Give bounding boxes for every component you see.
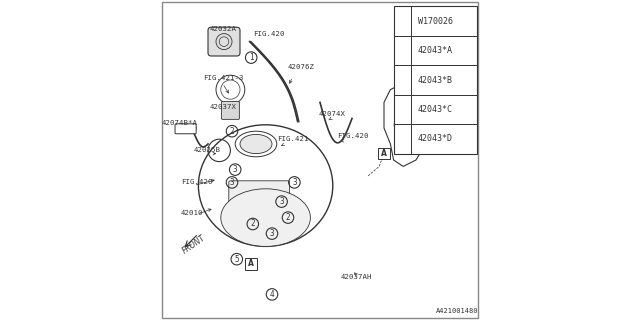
Ellipse shape bbox=[236, 131, 277, 157]
Text: A: A bbox=[248, 260, 254, 268]
Ellipse shape bbox=[240, 134, 272, 154]
Text: 2: 2 bbox=[250, 220, 255, 228]
FancyBboxPatch shape bbox=[229, 181, 290, 210]
Text: FIG.421: FIG.421 bbox=[277, 136, 308, 142]
Text: 3: 3 bbox=[292, 178, 297, 187]
Ellipse shape bbox=[221, 189, 310, 246]
Text: 42043*C: 42043*C bbox=[417, 105, 452, 114]
Text: FIG.421-3: FIG.421-3 bbox=[204, 76, 244, 81]
Text: A421001480: A421001480 bbox=[436, 308, 479, 314]
Text: 42074X: 42074X bbox=[319, 111, 346, 116]
Text: 42037X: 42037X bbox=[210, 104, 237, 110]
Text: 42076Z: 42076Z bbox=[288, 64, 315, 70]
Text: 42043*A: 42043*A bbox=[417, 46, 452, 55]
Text: 4: 4 bbox=[400, 107, 404, 112]
Text: 42010: 42010 bbox=[181, 210, 204, 216]
Ellipse shape bbox=[198, 125, 333, 246]
Text: 4: 4 bbox=[269, 290, 275, 299]
Text: 3: 3 bbox=[233, 165, 237, 174]
Text: FIG.420: FIG.420 bbox=[181, 180, 212, 185]
Text: 42037AH: 42037AH bbox=[340, 274, 372, 280]
Text: FIG.420: FIG.420 bbox=[253, 31, 284, 36]
FancyBboxPatch shape bbox=[208, 27, 240, 56]
Text: 2: 2 bbox=[400, 48, 404, 53]
Text: 2: 2 bbox=[230, 127, 234, 136]
Text: 42054: 42054 bbox=[426, 79, 448, 84]
Text: 3: 3 bbox=[279, 197, 284, 206]
FancyBboxPatch shape bbox=[175, 124, 196, 134]
FancyBboxPatch shape bbox=[246, 258, 257, 270]
FancyBboxPatch shape bbox=[394, 6, 477, 154]
Text: 3: 3 bbox=[230, 178, 234, 187]
Text: 1: 1 bbox=[400, 18, 404, 24]
Text: 42074B*A: 42074B*A bbox=[161, 120, 198, 126]
Text: 1: 1 bbox=[249, 53, 253, 62]
FancyBboxPatch shape bbox=[221, 101, 239, 119]
Text: 5: 5 bbox=[400, 136, 404, 142]
Text: A: A bbox=[381, 149, 387, 158]
Text: 1: 1 bbox=[403, 101, 407, 110]
Text: 42043*B: 42043*B bbox=[417, 76, 452, 84]
Text: FIG.420: FIG.420 bbox=[338, 133, 369, 139]
Text: 42043*D: 42043*D bbox=[417, 134, 452, 143]
Text: 3: 3 bbox=[400, 77, 404, 83]
Text: 5: 5 bbox=[234, 255, 239, 264]
Text: W170026: W170026 bbox=[417, 17, 452, 26]
FancyBboxPatch shape bbox=[378, 148, 390, 159]
Text: 42032A: 42032A bbox=[210, 26, 237, 32]
Text: 2: 2 bbox=[403, 140, 407, 148]
Text: 3: 3 bbox=[397, 120, 403, 129]
Text: 42025B: 42025B bbox=[193, 148, 221, 153]
Polygon shape bbox=[384, 83, 429, 166]
Text: FRONT: FRONT bbox=[180, 234, 207, 256]
Text: 2: 2 bbox=[285, 213, 291, 222]
Text: 3: 3 bbox=[269, 229, 275, 238]
